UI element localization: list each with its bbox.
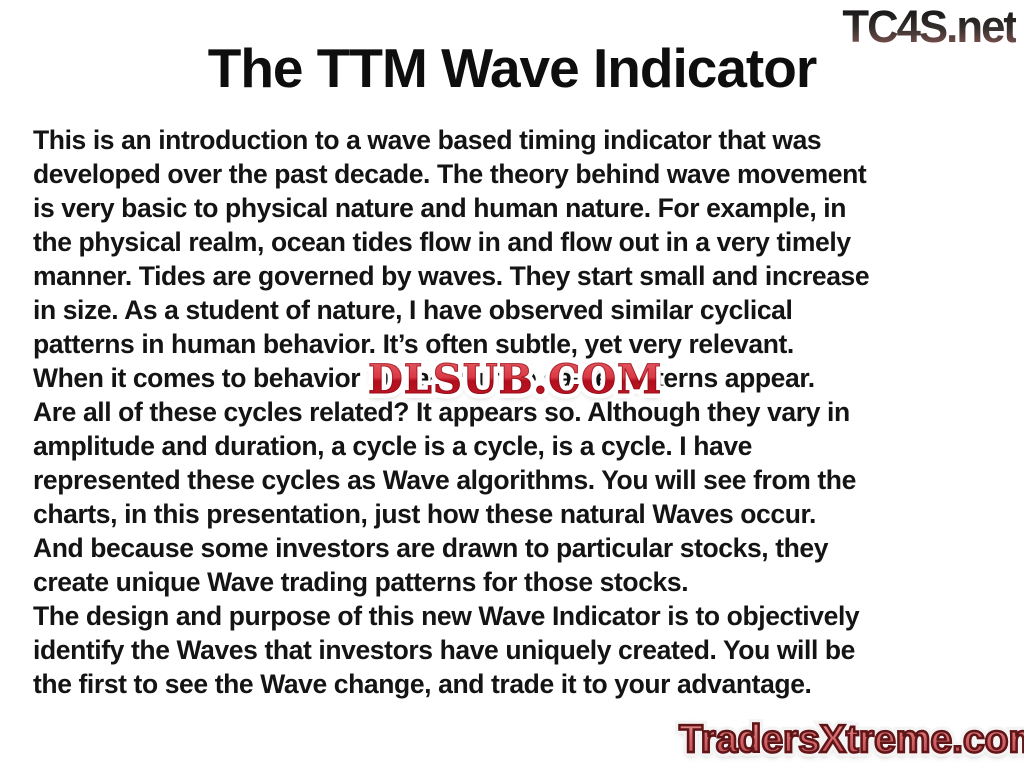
dlsub-watermark-outline: DLSUB.COM	[363, 351, 666, 408]
slide-body-text: This is an introduction to a wave based …	[33, 125, 870, 699]
slide-title: The TTM Wave Indicator	[207, 37, 818, 99]
dlsub-watermark-text: DLSUB.COM	[367, 356, 663, 404]
tradersxtreme-watermark-outline: TradersXtreme.com	[674, 714, 1024, 766]
tradersxtreme-watermark-text: TradersXtreme.com	[678, 716, 1024, 764]
tc4s-logo-watermark: TC4S.net	[842, 1, 1018, 52]
